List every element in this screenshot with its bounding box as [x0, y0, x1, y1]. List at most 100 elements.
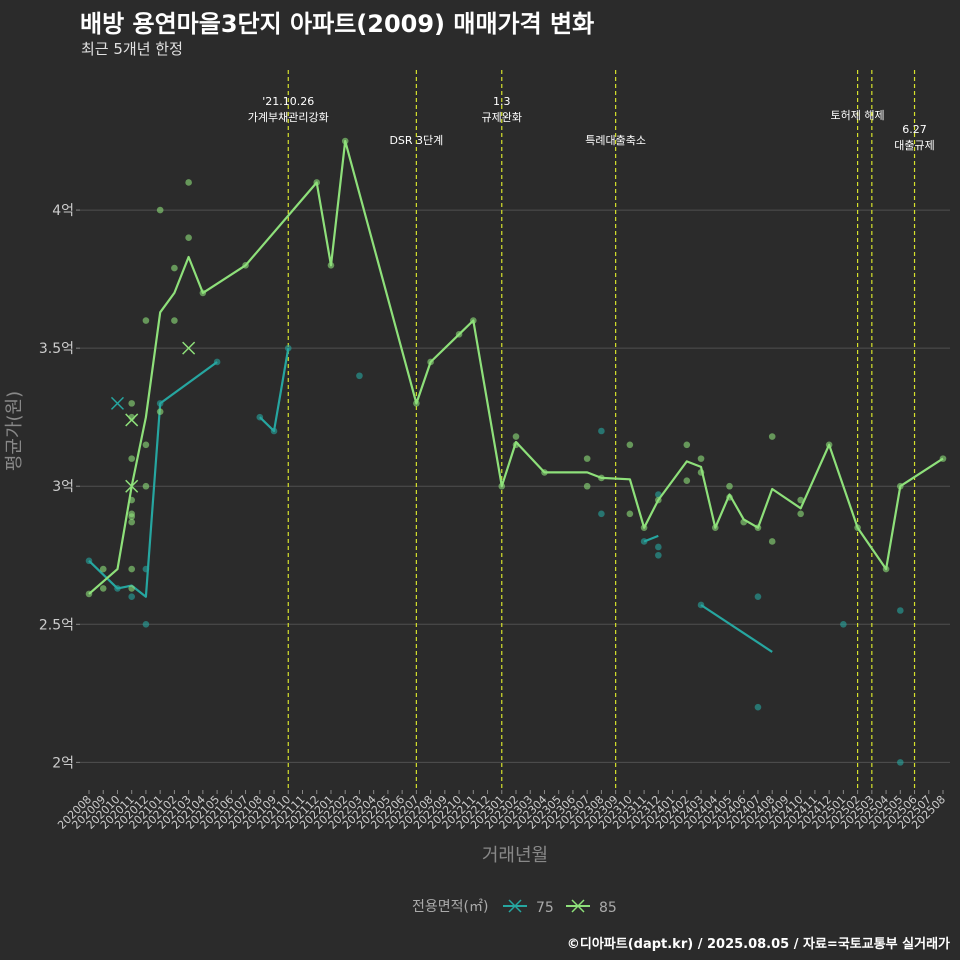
data-point-75 [598, 427, 605, 435]
data-point-85 [413, 400, 420, 407]
data-point-85 [313, 179, 321, 186]
data-point-75 [598, 510, 605, 518]
chart-title: 배방 용연마을3단지 아파트(2009) 매매가격 변화 [80, 10, 595, 38]
data-point-75 [697, 601, 705, 609]
event-label: 1.3 [493, 95, 511, 108]
data-point-75 [142, 621, 150, 628]
data-point-75 [270, 427, 278, 435]
cross-point-85 [182, 341, 196, 355]
data-point-85 [142, 317, 150, 324]
data-point-85 [626, 441, 634, 449]
data-point-85 [99, 585, 107, 592]
data-point-85 [768, 538, 776, 545]
event-label: DSR 3단계 [389, 134, 443, 147]
data-point-85 [512, 441, 520, 449]
data-point-85 [583, 482, 591, 490]
data-point-85 [242, 262, 249, 269]
data-point-85 [640, 524, 648, 531]
event-label: 토허제 해제 [831, 108, 885, 122]
data-point-85 [142, 441, 150, 449]
data-point-85 [697, 455, 705, 462]
data-point-85 [128, 513, 135, 520]
data-point-85 [128, 400, 135, 407]
data-point-75 [754, 703, 762, 711]
data-point-75 [114, 585, 121, 592]
y-axis-title: 평균가(원) [4, 391, 25, 471]
data-point-85 [626, 510, 634, 518]
y-tick-label: 3억 [52, 479, 74, 495]
event-label: 6.27 [902, 123, 927, 136]
data-point-85 [882, 565, 890, 573]
data-point-85 [156, 408, 164, 415]
data-point-75 [897, 759, 904, 766]
x-axis-title: 거래년월 [482, 845, 548, 866]
data-point-75 [128, 593, 135, 600]
data-point-75 [142, 565, 150, 573]
data-point-85 [583, 455, 591, 462]
event-label: 특례대출축소 [585, 134, 646, 147]
data-point-85 [128, 496, 135, 504]
cross-point-75 [110, 396, 124, 410]
data-point-85 [697, 469, 705, 476]
data-point-85 [128, 518, 135, 526]
data-point-85 [498, 482, 506, 490]
data-point-85 [541, 469, 548, 476]
data-point-85 [171, 264, 178, 272]
data-point-75 [156, 400, 164, 407]
data-point-85 [726, 493, 733, 501]
data-point-85 [797, 496, 804, 504]
series-line-75 [700, 604, 773, 653]
data-point-75 [897, 607, 904, 614]
series-line-85 [88, 139, 944, 595]
legend-swatch-cross-85 [571, 899, 585, 913]
event-label: '21.10.26 [262, 95, 314, 108]
data-point-75 [85, 557, 93, 565]
y-tick-label: 2.5억 [39, 617, 74, 633]
event-label: 규제완화 [482, 111, 522, 124]
data-point-75 [655, 543, 662, 551]
data-point-85 [897, 482, 904, 490]
data-point-75 [256, 413, 264, 421]
data-point-85 [128, 565, 135, 573]
data-point-85 [726, 482, 733, 490]
data-point-85 [327, 262, 335, 269]
data-point-85 [142, 482, 150, 490]
data-point-85 [171, 317, 178, 324]
data-point-75 [640, 538, 648, 545]
data-point-75 [840, 621, 847, 628]
data-point-85 [128, 455, 135, 462]
cross-point-85 [125, 413, 139, 427]
cross-point-85 [125, 479, 139, 493]
data-point-75 [213, 358, 221, 366]
data-point-85 [85, 590, 93, 598]
data-point-85 [939, 455, 947, 462]
series-line-75 [259, 348, 290, 433]
legend-title: 전용면적(㎡) [412, 899, 488, 915]
data-point-85 [683, 477, 691, 485]
data-point-85 [711, 524, 719, 531]
data-point-85 [854, 524, 861, 531]
source-caption: ©디아파트(dapt.kr) / 2025.08.05 / 자료=국토교통부 실… [566, 937, 950, 952]
y-tick-label: 2억 [52, 755, 74, 771]
data-point-85 [512, 433, 520, 440]
chart-subtitle: 최근 5개년 한정 [81, 40, 183, 58]
data-point-75 [655, 551, 662, 559]
data-point-75 [356, 372, 363, 380]
y-tick-label: 3.5억 [39, 341, 74, 357]
legend-label-85: 85 [599, 900, 617, 916]
data-point-85 [754, 524, 762, 531]
data-point-85 [825, 441, 833, 449]
data-point-85 [341, 137, 349, 145]
legend-swatch-cross-75 [508, 899, 522, 913]
event-label: 가계부채관리강화 [248, 111, 329, 124]
data-point-75 [284, 344, 292, 352]
data-point-85 [768, 433, 776, 440]
legend-label-75: 75 [536, 900, 554, 916]
data-point-85 [740, 518, 748, 526]
data-point-85 [185, 179, 192, 186]
data-point-85 [655, 496, 662, 504]
data-point-85 [427, 358, 434, 366]
data-point-85 [156, 206, 164, 214]
series-line-75 [88, 361, 218, 598]
